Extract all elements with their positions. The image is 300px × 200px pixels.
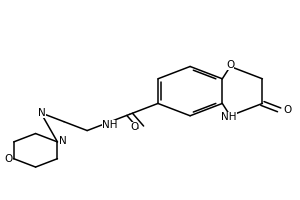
Text: O: O (4, 154, 13, 164)
Text: NH: NH (102, 120, 118, 130)
Text: N: N (38, 108, 46, 118)
Text: O: O (284, 105, 292, 115)
Text: N: N (59, 136, 67, 146)
Text: NH: NH (221, 112, 236, 122)
Text: O: O (130, 122, 138, 132)
Text: O: O (226, 60, 234, 70)
